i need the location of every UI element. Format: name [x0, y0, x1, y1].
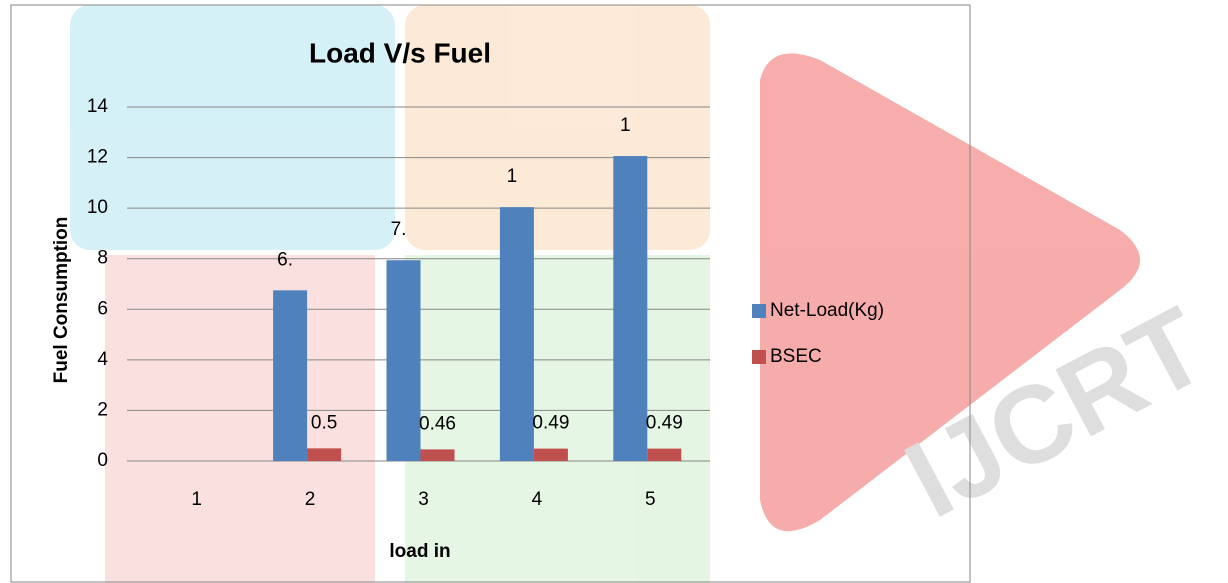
x-tick-label: 1 [191, 489, 202, 510]
bar [534, 449, 568, 461]
bar [387, 260, 421, 461]
bar [421, 449, 455, 461]
legend-swatch [752, 350, 766, 364]
y-tick-label: 12 [87, 147, 108, 168]
data-label: 0.46 [419, 413, 456, 434]
y-tick-label: 4 [97, 349, 108, 370]
data-label: 7. [391, 219, 407, 240]
data-label: 1 [507, 166, 518, 187]
bar [613, 156, 647, 461]
legend-swatch [752, 304, 766, 318]
x-tick-label: 4 [532, 489, 543, 510]
data-label: 1 [620, 115, 631, 136]
chart-title: Load V/s Fuel [309, 37, 491, 68]
y-tick-label: 0 [97, 450, 108, 471]
legend-label: Net-Load(Kg) [770, 300, 884, 321]
page: IJCRT Load V/s Fuel Fuel Consumption loa… [0, 0, 1228, 583]
x-axis-title: load in [389, 541, 450, 562]
y-tick-label: 14 [87, 96, 109, 117]
y-axis-title: Fuel Consumption [51, 217, 72, 384]
bar [307, 448, 341, 461]
data-label: 0.5 [311, 412, 337, 433]
y-tick-label: 8 [97, 248, 108, 269]
data-label: 0.49 [646, 413, 683, 434]
y-tick-label: 10 [87, 197, 108, 218]
legend-label: BSEC [770, 346, 822, 367]
x-tick-label: 2 [305, 489, 316, 510]
bar [500, 207, 534, 461]
y-tick-label: 2 [97, 399, 108, 420]
bar [273, 290, 307, 461]
x-tick-label: 3 [418, 489, 429, 510]
y-tick-label: 6 [97, 298, 108, 319]
data-label: 0.49 [532, 413, 569, 434]
bar [647, 449, 681, 461]
data-label: 6. [277, 249, 293, 270]
x-tick-label: 5 [645, 489, 656, 510]
